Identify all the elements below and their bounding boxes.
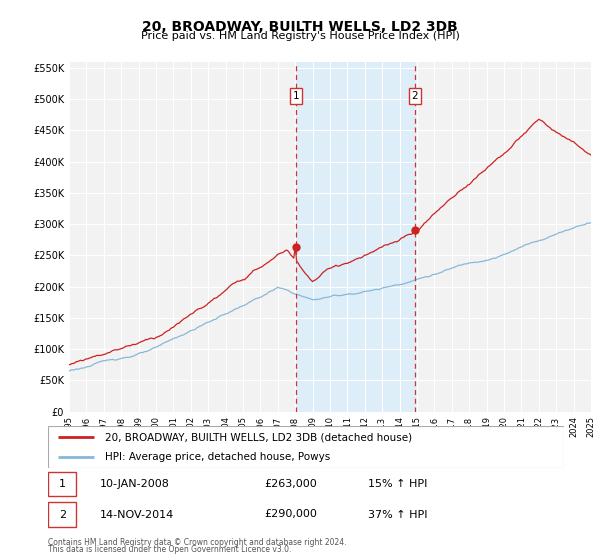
Text: £263,000: £263,000 [265, 479, 317, 489]
Text: 37% ↑ HPI: 37% ↑ HPI [368, 510, 427, 520]
Text: Price paid vs. HM Land Registry's House Price Index (HPI): Price paid vs. HM Land Registry's House … [140, 31, 460, 41]
Text: HPI: Average price, detached house, Powys: HPI: Average price, detached house, Powy… [105, 452, 330, 462]
Text: 1: 1 [59, 479, 65, 489]
Point [291, 242, 301, 251]
Text: 15% ↑ HPI: 15% ↑ HPI [368, 479, 427, 489]
Text: £290,000: £290,000 [265, 510, 317, 520]
Bar [48, 472, 76, 496]
Text: 2: 2 [412, 91, 418, 101]
Text: 14-NOV-2014: 14-NOV-2014 [100, 510, 174, 520]
Text: 10-JAN-2008: 10-JAN-2008 [100, 479, 169, 489]
Bar [296, 62, 415, 412]
Text: This data is licensed under the Open Government Licence v3.0.: This data is licensed under the Open Gov… [48, 545, 292, 554]
Text: Contains HM Land Registry data © Crown copyright and database right 2024.: Contains HM Land Registry data © Crown c… [48, 538, 347, 547]
Text: 20, BROADWAY, BUILTH WELLS, LD2 3DB: 20, BROADWAY, BUILTH WELLS, LD2 3DB [142, 20, 458, 34]
Bar [48, 502, 76, 527]
Point [410, 226, 419, 235]
Text: 2: 2 [59, 510, 66, 520]
Text: 20, BROADWAY, BUILTH WELLS, LD2 3DB (detached house): 20, BROADWAY, BUILTH WELLS, LD2 3DB (det… [105, 432, 412, 442]
Text: 1: 1 [293, 91, 299, 101]
